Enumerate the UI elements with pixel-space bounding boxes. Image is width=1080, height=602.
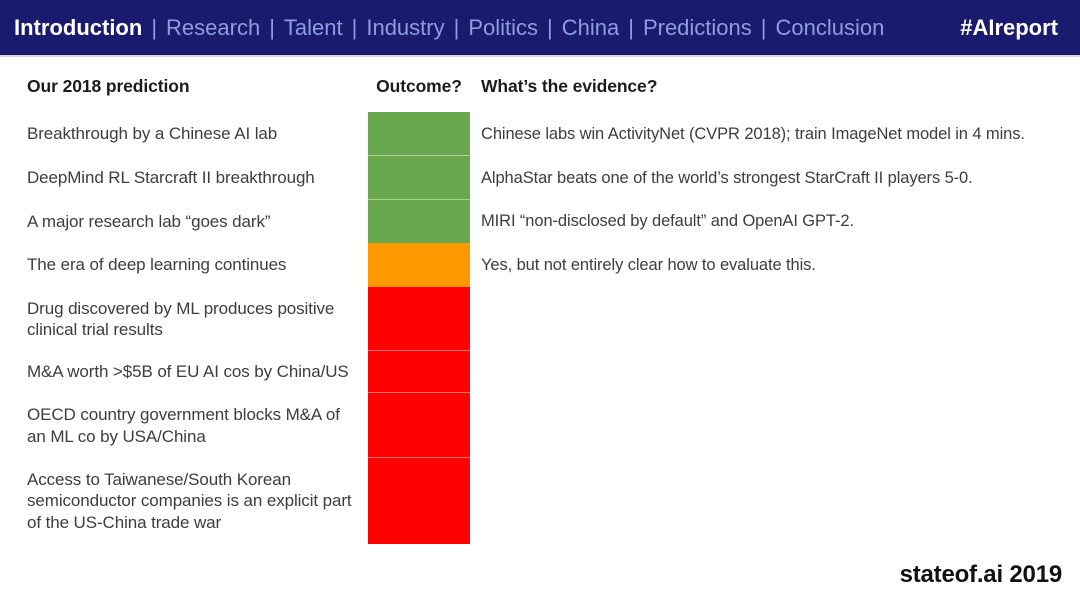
prediction-cell: OECD country government blocks M&A of an… <box>27 405 340 446</box>
evidence-cell <box>470 458 1080 544</box>
hashtag-label: #AIreport <box>960 14 1058 40</box>
evidence-cell <box>470 351 1080 393</box>
footer-brand: stateof.ai 2019 <box>899 561 1063 588</box>
prediction-cell: Drug discovered by ML produces positive … <box>27 298 335 340</box>
evidence-cell: Yes, but not entirely clear how to evalu… <box>481 255 816 274</box>
nav-separator: | <box>547 14 553 40</box>
nav-separator: | <box>351 14 358 40</box>
column-header-prediction: Our 2018 prediction <box>27 76 190 96</box>
table-row: DeepMind RL Starcraft II breakthrough Al… <box>27 156 1080 200</box>
evidence-cell: Chinese labs win ActivityNet (CVPR 2018)… <box>481 124 1025 143</box>
column-header-outcome: Outcome? <box>376 76 462 96</box>
outcome-cell <box>368 458 470 544</box>
outcome-cell <box>368 112 470 156</box>
nav-separator: | <box>760 14 767 40</box>
nav-item-talent[interactable]: Talent <box>283 14 343 40</box>
evidence-cell: AlphaStar beats one of the world’s stron… <box>481 168 973 187</box>
section-nav: Introduction | Research | Talent | Indus… <box>14 15 960 41</box>
prediction-cell: Breakthrough by a Chinese AI lab <box>27 124 278 144</box>
predictions-table: Our 2018 prediction Outcome? What’s the … <box>0 57 1080 544</box>
nav-item-politics[interactable]: Politics <box>468 14 539 40</box>
table-row: Access to Taiwanese/South Korean semicon… <box>27 458 1080 544</box>
nav-item-introduction[interactable]: Introduction <box>14 14 143 40</box>
table-row: Drug discovered by ML produces positive … <box>27 287 1080 351</box>
table-row: OECD country government blocks M&A of an… <box>27 393 1080 458</box>
outcome-cell <box>368 351 470 393</box>
evidence-cell <box>470 287 1080 351</box>
nav-item-conclusion[interactable]: Conclusion <box>775 14 885 40</box>
nav-bar: Introduction | Research | Talent | Indus… <box>0 0 1080 57</box>
prediction-cell: Access to Taiwanese/South Korean semicon… <box>27 469 352 532</box>
table-header-row: Our 2018 prediction Outcome? What’s the … <box>27 57 1080 112</box>
table-row: M&A worth >$5B of EU AI cos by China/US <box>27 351 1080 393</box>
nav-item-research[interactable]: Research <box>166 14 261 40</box>
prediction-cell: M&A worth >$5B of EU AI cos by China/US <box>27 362 349 382</box>
outcome-cell <box>368 156 470 200</box>
nav-separator: | <box>151 14 158 40</box>
prediction-cell: A major research lab “goes dark” <box>27 211 271 231</box>
outcome-cell <box>368 200 470 243</box>
nav-separator: | <box>453 14 460 40</box>
table-row: The era of deep learning continues Yes, … <box>27 243 1080 287</box>
outcome-cell <box>368 393 470 458</box>
nav-separator: | <box>628 14 634 40</box>
nav-item-predictions[interactable]: Predictions <box>642 14 752 40</box>
prediction-cell: DeepMind RL Starcraft II breakthrough <box>27 168 315 188</box>
evidence-cell: MIRI “non-disclosed by default” and Open… <box>481 212 854 230</box>
nav-item-china[interactable]: China <box>561 14 620 40</box>
evidence-cell <box>470 393 1080 458</box>
column-header-evidence: What’s the evidence? <box>481 76 658 96</box>
outcome-cell <box>368 243 470 287</box>
table-row: A major research lab “goes dark” MIRI “n… <box>27 200 1080 243</box>
table-row: Breakthrough by a Chinese AI lab Chinese… <box>27 112 1080 156</box>
outcome-cell <box>368 287 470 351</box>
nav-item-industry[interactable]: Industry <box>366 14 445 40</box>
prediction-cell: The era of deep learning continues <box>27 255 287 275</box>
nav-separator: | <box>269 14 275 40</box>
